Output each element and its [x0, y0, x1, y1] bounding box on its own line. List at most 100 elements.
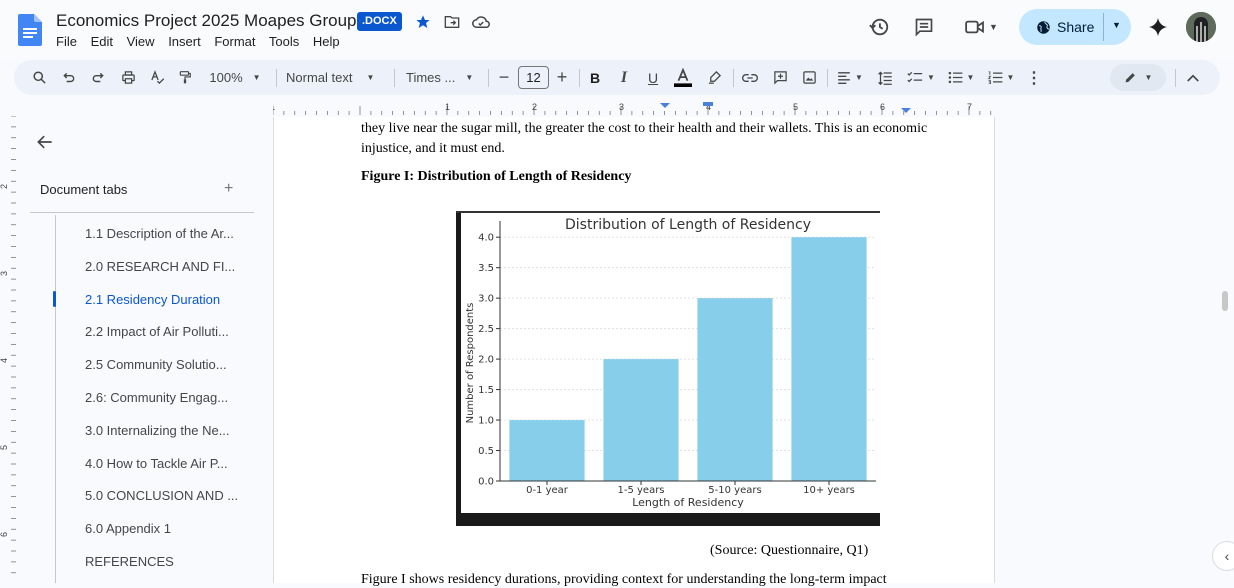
divider	[488, 69, 489, 87]
meet-icon[interactable]: ▼	[960, 14, 1002, 40]
numbered-list-dropdown[interactable]: ▼	[984, 60, 1018, 95]
zoom-select[interactable]: 100% ▼	[204, 60, 266, 95]
left-indent-marker[interactable]	[660, 103, 670, 108]
menu-tools[interactable]: Tools	[268, 34, 300, 49]
redo-icon[interactable]	[87, 60, 109, 95]
ruler-number: 4	[706, 102, 711, 112]
star-icon[interactable]	[412, 11, 434, 33]
menu-edit[interactable]: Edit	[90, 34, 113, 49]
add-comment-icon[interactable]	[769, 60, 791, 95]
menu-help[interactable]: Help	[312, 34, 340, 49]
highlight-icon[interactable]	[703, 60, 725, 95]
ruler-number: 5	[793, 102, 798, 112]
insert-link-icon[interactable]	[739, 60, 761, 95]
side-panel-toggle-icon[interactable]: ‹	[1212, 541, 1234, 571]
sidebar-tab-item[interactable]: 3.0 Internalizing the Ne...	[85, 422, 230, 438]
underline-button[interactable]: U	[647, 69, 659, 86]
sidebar-tab-item[interactable]: 2.2 Impact of Air Polluti...	[85, 324, 229, 340]
share-dropdown-icon[interactable]: ▼	[1112, 20, 1121, 30]
ruler-number: 6	[0, 532, 9, 537]
first-line-indent-marker[interactable]	[703, 102, 713, 106]
undo-icon[interactable]	[58, 60, 80, 95]
menu-view[interactable]: View	[126, 34, 155, 49]
print-icon[interactable]	[117, 60, 139, 95]
checklist-dropdown[interactable]: ▼	[904, 60, 938, 95]
document-tabs-heading: Document tabs	[40, 182, 128, 197]
x-tick-label: 0-1 year	[526, 485, 569, 496]
menu-file[interactable]: File	[56, 34, 77, 49]
sidebar-tab-item[interactable]: 6.0 Appendix 1	[85, 521, 172, 537]
share-divider	[1103, 13, 1104, 41]
ruler-number: 1	[445, 102, 450, 112]
align-dropdown[interactable]: ▼	[834, 60, 866, 95]
sidebar-tab-item[interactable]: REFERENCES	[85, 554, 174, 569]
chart-image[interactable]: Distribution of Length of Residency Leng…	[456, 211, 880, 526]
right-indent-marker[interactable]	[901, 108, 911, 113]
bar	[603, 359, 679, 481]
add-tab-button[interactable]: +	[224, 180, 234, 197]
sidebar-tab-item[interactable]: 5.0 CONCLUSION AND ...	[85, 488, 239, 504]
vertical-ruler[interactable]: 2 3 4 5 6	[0, 116, 16, 583]
font-size-input[interactable]: 12	[518, 66, 549, 89]
divider	[579, 69, 580, 87]
x-axis-label: Length of Residency	[632, 496, 744, 509]
document-title[interactable]: Economics Project 2025 Moapes Group	[56, 11, 357, 30]
line-spacing-icon[interactable]	[874, 60, 896, 95]
move-folder-icon[interactable]	[441, 11, 463, 33]
docs-logo-icon[interactable]	[18, 14, 42, 46]
menu-bar: File Edit View Insert Format Tools Help	[56, 34, 350, 49]
back-arrow-icon[interactable]	[35, 132, 55, 152]
globe-icon	[1037, 21, 1050, 34]
divider	[1175, 69, 1176, 87]
sidebar-tab-item[interactable]: 2.5 Community Solutio...	[85, 357, 227, 373]
horizontal-ruler[interactable]: 1 1 2 3 4 5 6 7	[273, 100, 995, 116]
paragraph-style-select[interactable]: Normal text ▼	[286, 60, 382, 95]
image-border-top	[456, 211, 880, 213]
chevron-down-icon: ▼	[1006, 73, 1015, 82]
bar	[791, 237, 867, 481]
sidebar-tab-item[interactable]: 2.6: Community Engag...	[85, 390, 229, 405]
avatar[interactable]	[1186, 12, 1216, 42]
paint-format-icon[interactable]	[174, 60, 196, 95]
editing-mode-dropdown[interactable]: ▼	[1110, 64, 1166, 91]
version-history-icon[interactable]	[866, 14, 892, 40]
chart-title: Distribution of Length of Residency	[565, 217, 811, 233]
file-type-badge: .DOCX	[357, 12, 402, 31]
font-select[interactable]: Times ... ▼	[406, 60, 478, 95]
text-color-button[interactable]	[672, 60, 694, 95]
sidebar-tab-item[interactable]: 1.1 Description of the Ar...	[85, 226, 234, 241]
bold-button[interactable]: B	[589, 69, 601, 86]
scrollbar-thumb[interactable]	[1222, 291, 1228, 311]
ruler-number: 4	[0, 358, 9, 363]
hide-menus-icon[interactable]	[1184, 60, 1202, 95]
menu-format[interactable]: Format	[214, 34, 256, 49]
top-bar: Economics Project 2025 Moapes Group .DOC…	[0, 0, 1234, 58]
chevron-down-icon: ▼	[465, 73, 474, 82]
more-options-icon[interactable]: ⋮	[1026, 69, 1042, 87]
y-tick-label: 3.0	[478, 294, 494, 305]
tab-outline-line	[55, 215, 56, 583]
search-menus-icon[interactable]	[28, 60, 50, 95]
gemini-icon[interactable]	[1145, 14, 1171, 40]
bulleted-list-dropdown[interactable]: ▼	[944, 60, 978, 95]
spellcheck-icon[interactable]	[146, 60, 168, 95]
x-tick-label: 10+ years	[803, 485, 855, 496]
cloud-saved-icon[interactable]	[470, 11, 492, 33]
italic-button[interactable]: I	[620, 68, 628, 86]
share-button[interactable]: Share ▼	[1019, 9, 1131, 45]
insert-image-icon[interactable]	[798, 60, 820, 95]
document-page[interactable]: they live near the sugar mill, the great…	[273, 117, 995, 587]
comments-icon[interactable]	[911, 14, 937, 40]
menu-insert[interactable]: Insert	[168, 34, 201, 49]
font-value: Times ...	[406, 70, 456, 85]
share-label: Share	[1057, 19, 1095, 35]
divider	[276, 69, 277, 87]
sidebar-tab-item[interactable]: 2.1 Residency Duration	[85, 291, 221, 307]
ruler-number: 6	[880, 102, 885, 112]
decrease-font-size-button[interactable]: −	[498, 67, 510, 87]
sidebar-tab-item[interactable]: 4.0 How to Tackle Air P...	[85, 455, 228, 471]
increase-font-size-button[interactable]: +	[556, 67, 568, 87]
chevron-down-icon: ▼	[855, 73, 863, 82]
chevron-down-icon: ▼	[1144, 73, 1153, 82]
sidebar-tab-item[interactable]: 2.0 RESEARCH AND FI...	[85, 258, 236, 274]
